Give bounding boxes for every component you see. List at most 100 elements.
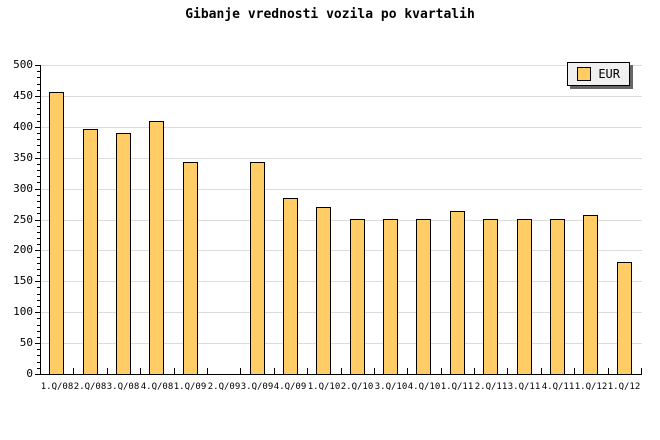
- y-minor-tick: [37, 355, 40, 356]
- y-minor-tick: [37, 207, 40, 208]
- y-axis-label: 100: [13, 305, 33, 318]
- y-minor-tick: [37, 170, 40, 171]
- bar: [116, 133, 131, 374]
- y-axis-label: 350: [13, 151, 33, 164]
- bar: [283, 198, 298, 374]
- y-axis-label: 50: [19, 336, 33, 349]
- x-boundary-tick: [574, 368, 575, 374]
- x-axis-label: 1.Q/11: [440, 382, 474, 392]
- gridline: [41, 158, 642, 159]
- x-boundary-tick: [341, 368, 342, 374]
- x-boundary-tick: [207, 368, 208, 374]
- y-axis-label: 500: [13, 58, 33, 71]
- x-axis-line: [40, 374, 642, 375]
- y-minor-tick: [37, 145, 40, 146]
- y-minor-tick: [37, 71, 40, 72]
- gridline: [41, 312, 642, 313]
- x-axis-label: 1.Q/10: [307, 382, 341, 392]
- y-minor-tick: [37, 287, 40, 288]
- y-minor-tick: [37, 337, 40, 338]
- bar: [416, 219, 431, 374]
- y-minor-tick: [37, 294, 40, 295]
- y-minor-tick: [37, 263, 40, 264]
- y-minor-tick: [37, 325, 40, 326]
- y-minor-tick: [37, 275, 40, 276]
- x-axis-label: 2.Q/11: [474, 382, 508, 392]
- x-boundary-tick: [107, 368, 108, 374]
- x-boundary-tick: [140, 368, 141, 374]
- y-major-tick: [35, 96, 40, 97]
- y-major-tick: [35, 65, 40, 66]
- bar: [483, 219, 498, 374]
- x-boundary-tick: [307, 368, 308, 374]
- y-minor-tick: [37, 362, 40, 363]
- gridline: [41, 343, 642, 344]
- bar: [617, 262, 632, 374]
- y-minor-tick: [37, 226, 40, 227]
- y-minor-tick: [37, 139, 40, 140]
- y-axis-label: 0: [26, 367, 33, 380]
- x-axis-label: 3.Q/10: [374, 382, 408, 392]
- x-boundary-tick: [474, 368, 475, 374]
- y-minor-tick: [37, 213, 40, 214]
- y-minor-tick: [37, 201, 40, 202]
- bar: [583, 215, 598, 374]
- bar: [350, 219, 365, 374]
- x-boundary-tick: [541, 368, 542, 374]
- x-boundary-tick: [73, 368, 74, 374]
- y-minor-tick: [37, 176, 40, 177]
- x-boundary-tick: [441, 368, 442, 374]
- bar: [83, 129, 98, 374]
- y-axis-label: 200: [13, 243, 33, 256]
- x-axis-label: 2.Q/09: [207, 382, 241, 392]
- gridline: [41, 127, 642, 128]
- y-axis-line: [40, 65, 41, 375]
- x-boundary-tick: [407, 368, 408, 374]
- y-minor-tick: [37, 77, 40, 78]
- bar: [49, 92, 64, 374]
- gridline: [41, 65, 642, 66]
- gridline: [41, 220, 642, 221]
- gridline: [41, 250, 642, 251]
- x-axis-label: 1.Q/08: [40, 382, 74, 392]
- y-minor-tick: [37, 152, 40, 153]
- x-axis-label: 2.Q/10: [340, 382, 374, 392]
- x-axis-label: 3.Q/11: [507, 382, 541, 392]
- y-axis-label: 250: [13, 213, 33, 226]
- y-major-tick: [35, 189, 40, 190]
- y-axis-label: 450: [13, 89, 33, 102]
- y-minor-tick: [37, 318, 40, 319]
- y-minor-tick: [37, 114, 40, 115]
- x-boundary-tick: [374, 368, 375, 374]
- legend-label: EUR: [598, 66, 620, 81]
- x-axis-label: 1.Q/09: [173, 382, 207, 392]
- y-minor-tick: [37, 102, 40, 103]
- legend-swatch-icon: [577, 67, 592, 81]
- y-minor-tick: [37, 121, 40, 122]
- x-boundary-tick: [174, 368, 175, 374]
- bar: [450, 211, 465, 374]
- x-axis-label: 4.Q/08: [140, 382, 174, 392]
- x-axis-label: 1.Q/12: [607, 382, 641, 392]
- y-major-tick: [35, 343, 40, 344]
- bar: [517, 219, 532, 374]
- y-minor-tick: [37, 368, 40, 369]
- x-axis-label: 4.Q/09: [273, 382, 307, 392]
- bar: [183, 162, 198, 374]
- x-boundary-tick: [507, 368, 508, 374]
- y-major-tick: [35, 250, 40, 251]
- legend: EUR: [567, 62, 630, 86]
- x-boundary-tick: [641, 368, 642, 374]
- y-minor-tick: [37, 244, 40, 245]
- y-minor-tick: [37, 257, 40, 258]
- y-minor-tick: [37, 90, 40, 91]
- y-minor-tick: [37, 269, 40, 270]
- x-axis-label: 3.Q/09: [240, 382, 274, 392]
- y-minor-tick: [37, 182, 40, 183]
- y-minor-tick: [37, 306, 40, 307]
- y-axis-label: 400: [13, 120, 33, 133]
- y-minor-tick: [37, 331, 40, 332]
- y-major-tick: [35, 127, 40, 128]
- bar: [316, 207, 331, 374]
